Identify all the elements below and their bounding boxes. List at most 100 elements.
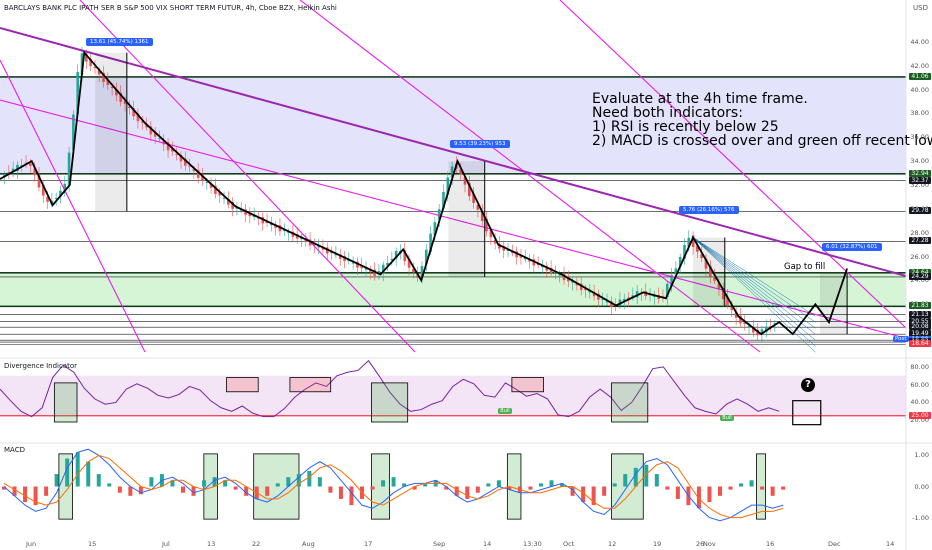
bull-badge: Bull [498, 408, 512, 415]
candle-body [734, 312, 738, 318]
candle-body [261, 217, 265, 224]
candle-body [209, 184, 213, 188]
candle-body [528, 259, 531, 262]
trendline [79, 0, 416, 353]
macd-bar [728, 486, 733, 490]
y-tick-label: 38.00 [910, 109, 929, 118]
candle-body [476, 204, 480, 210]
candle-body [558, 274, 561, 276]
candle-body [140, 121, 144, 123]
candle-body [597, 293, 600, 300]
candle-body [171, 148, 174, 152]
candle-body [304, 240, 308, 242]
price-label: 29.78 [909, 207, 931, 215]
signal-box [226, 377, 259, 393]
note-line: Need both indicators: [592, 105, 743, 121]
candle-body [248, 212, 252, 217]
rsi-tick: 40.00 [910, 398, 929, 407]
measure-box[interactable]: 9.53 (39.23%) 953 [450, 140, 510, 148]
macd-bar [423, 483, 428, 487]
macd-bar [275, 483, 280, 487]
candle-body [115, 89, 118, 96]
macd-bar [12, 486, 17, 496]
fan-line [692, 237, 816, 323]
macd-bar [2, 486, 6, 490]
price-label: 32.37 [909, 176, 931, 184]
candle-body [84, 53, 88, 62]
candle-body [295, 234, 299, 239]
candle-body [536, 264, 540, 266]
fan-line [692, 237, 816, 347]
price-label: 20.55 [909, 317, 931, 325]
candle-body [493, 239, 497, 244]
candle-body [760, 329, 764, 335]
macd-bar [412, 486, 417, 490]
macd-bar [223, 480, 228, 487]
strategy-note: Evaluate at the 4h time frame. Need both… [592, 92, 932, 148]
candle-body [205, 181, 209, 183]
candle-body [691, 235, 695, 247]
macd-bar [107, 483, 112, 487]
candle-body [618, 299, 622, 306]
candle-body [313, 243, 316, 246]
candle-body [386, 262, 389, 266]
fan-line [692, 237, 816, 317]
candle-body [321, 247, 325, 250]
macd-bar [328, 486, 333, 493]
x-tick-label: Sep [433, 540, 446, 548]
candle-body [549, 267, 553, 274]
trendline [559, 0, 907, 329]
candle-body [541, 265, 544, 268]
candle-body [63, 183, 67, 193]
x-tick-label: 16 [766, 540, 775, 548]
candle-body [356, 261, 359, 268]
macd-bar [349, 486, 354, 506]
price-label: 19.49 [909, 330, 931, 338]
x-tick-label: 17 [364, 540, 373, 548]
candle-body [110, 86, 114, 88]
candle-body [579, 283, 583, 291]
macd-bar [244, 486, 249, 496]
note-line: Evaluate at the 4h time frame. [592, 91, 808, 107]
price-label: 20.08 [909, 323, 931, 331]
candle-body [502, 245, 506, 251]
candle-body [76, 72, 79, 114]
y-tick-label: 24.00 [910, 276, 929, 285]
x-tick-label: 14 [483, 540, 492, 548]
trendline [0, 59, 146, 353]
candle-body [506, 249, 510, 251]
candle-body [343, 256, 346, 262]
currency-label: USD [913, 4, 928, 12]
candle-body [459, 169, 463, 175]
measure-box[interactable]: 5.76 (26.16%) 576 [679, 206, 739, 214]
macd-bar [749, 480, 754, 487]
macd-bar [180, 486, 185, 493]
gap-to-fill-label: Gap to fill [784, 262, 826, 272]
candle-body [752, 327, 755, 333]
macd-bar [296, 474, 301, 487]
macd-bar [338, 486, 343, 499]
macd-bar [233, 486, 238, 490]
candle-body [334, 253, 338, 256]
x-tick-label: 12 [608, 540, 617, 548]
candle-body [282, 230, 286, 232]
measure-box[interactable]: 13.61 (45.74%) 1361 [86, 38, 153, 46]
candle-body [274, 224, 277, 228]
signal-box [53, 382, 78, 423]
fan-line [692, 237, 816, 329]
candle-body [489, 230, 493, 238]
candle-body [72, 114, 75, 151]
macd-bar [570, 486, 575, 496]
x-tick-label: 14 [886, 540, 895, 548]
macd-tick: 1.00 [914, 451, 929, 460]
measure-box[interactable]: 6.01 (32.87%) 601 [822, 243, 882, 251]
candle-body [123, 100, 127, 104]
candle-body [106, 79, 110, 85]
macd-bar [591, 486, 596, 506]
price-label: 27.28 [909, 237, 931, 245]
macd-bar [770, 486, 775, 496]
candle-body [562, 273, 566, 281]
macd-bar [202, 480, 207, 487]
candle-body [244, 209, 247, 215]
